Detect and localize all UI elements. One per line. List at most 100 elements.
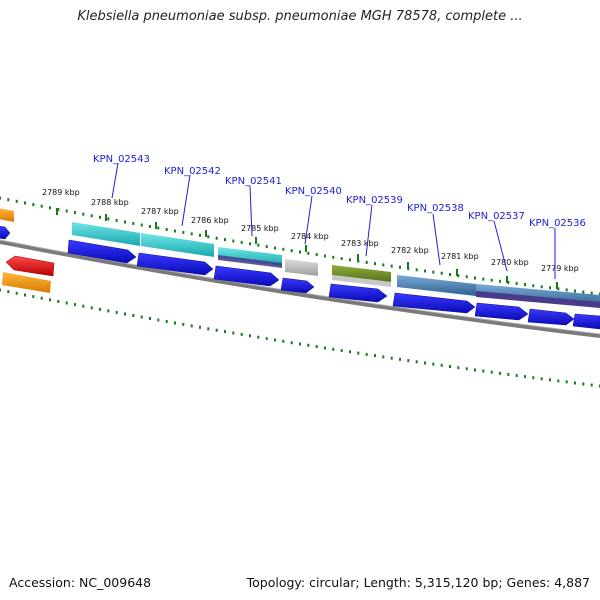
gc-dot xyxy=(65,209,68,213)
gc-dot xyxy=(582,382,585,386)
gc-dot xyxy=(557,287,560,291)
gc-dot xyxy=(590,291,593,295)
ruler-ticks xyxy=(56,208,558,289)
category-strip xyxy=(0,208,600,308)
category-block xyxy=(2,272,51,293)
gc-dot xyxy=(7,290,10,294)
gc-dot xyxy=(24,201,26,205)
gc-dot xyxy=(15,291,18,295)
gc-dot xyxy=(424,269,426,273)
gc-dot xyxy=(40,204,43,208)
gc-dot xyxy=(290,249,293,253)
gc-dot xyxy=(424,361,426,365)
cds-arrow xyxy=(0,226,11,240)
gc-dot xyxy=(490,370,493,374)
gc-dot xyxy=(565,288,568,292)
gc-dot xyxy=(515,282,518,285)
gc-dot xyxy=(157,318,160,322)
gc-dot xyxy=(215,236,218,240)
tick-label: 2785 kbp xyxy=(241,224,279,233)
gc-dot xyxy=(382,263,385,267)
tick-label: 2779 kbp xyxy=(541,264,579,273)
gc-dot xyxy=(240,240,243,244)
gc-dot xyxy=(74,211,76,215)
gc-dot xyxy=(224,330,226,334)
gc-dot xyxy=(265,245,268,249)
gc-dot xyxy=(257,243,260,247)
gc-dot xyxy=(507,280,510,284)
category-block xyxy=(72,222,140,246)
cds-arrow-reverse xyxy=(5,255,55,277)
cds-arrow xyxy=(328,283,388,303)
gc-dot xyxy=(482,277,485,281)
gc-dot xyxy=(49,206,51,210)
gene-label-kpn02539[interactable]: KPN_02539 xyxy=(346,195,403,206)
gc-dot xyxy=(324,254,326,258)
gc-dot xyxy=(149,225,151,228)
gc-dot xyxy=(324,346,326,350)
gene-label-kpn02538[interactable]: KPN_02538 xyxy=(407,203,464,214)
topology-text: Topology: circular; Length: 5,315,120 bp… xyxy=(246,575,590,590)
gc-dot xyxy=(465,275,468,279)
tick-label: 2780 kbp xyxy=(491,258,529,267)
gene-label-kpn02541[interactable]: KPN_02541 xyxy=(225,176,282,187)
category-block xyxy=(218,255,282,268)
gc-dot xyxy=(107,217,110,221)
gc-dot xyxy=(232,239,235,243)
gc-dot xyxy=(365,260,368,264)
gc-dot xyxy=(290,341,293,345)
gc-dot xyxy=(207,235,210,239)
gc-dot xyxy=(590,383,593,387)
gc-dot xyxy=(140,223,143,227)
gc-dot xyxy=(382,355,385,359)
gc-dot xyxy=(299,250,301,254)
gc-dot xyxy=(515,374,518,377)
tick-label: 2781 kbp xyxy=(441,252,479,261)
gc-dot xyxy=(432,362,435,366)
category-block xyxy=(397,275,476,296)
gc-dot xyxy=(399,265,401,269)
gene-label-leaders xyxy=(111,162,556,279)
gc-dot xyxy=(574,381,576,385)
gc-dot xyxy=(490,278,493,282)
gc-dot xyxy=(457,366,460,370)
gc-dot xyxy=(582,290,585,294)
gene-label-kpn02540[interactable]: KPN_02540 xyxy=(285,186,342,197)
gc-dot xyxy=(190,324,193,328)
gc-dot xyxy=(357,351,360,355)
gene-label-kpn02543[interactable]: KPN_02543 xyxy=(93,154,150,165)
gc-dot xyxy=(532,284,535,288)
gc-dot xyxy=(365,352,368,356)
map-title: Klebsiella pneumoniae subsp. pneumoniae … xyxy=(77,9,523,24)
category-block xyxy=(332,265,391,282)
category-block xyxy=(141,233,214,257)
gene-label-kpn02536[interactable]: KPN_02536 xyxy=(529,218,586,229)
gc-dot xyxy=(549,286,551,290)
backbone-track xyxy=(0,240,600,338)
cds-arrow xyxy=(67,239,137,264)
gc-dot xyxy=(99,307,101,311)
tick-label: 2789 kbp xyxy=(42,188,80,197)
cds-track xyxy=(0,226,600,330)
gc-dot xyxy=(499,371,501,375)
gene-labels: KPN_02543 KPN_02542 KPN_02541 KPN_02540 … xyxy=(93,154,586,229)
gc-dots-outer xyxy=(0,196,600,296)
tick-label: 2783 kbp xyxy=(341,239,379,248)
gc-dot xyxy=(140,315,143,319)
gc-dot xyxy=(532,376,535,380)
gc-dot xyxy=(357,259,360,263)
gc-dot xyxy=(165,320,168,323)
gc-dot xyxy=(240,332,243,336)
cds-arrow xyxy=(572,313,600,330)
gc-dot xyxy=(332,255,335,259)
gc-dot xyxy=(257,335,260,339)
cds-arrow xyxy=(136,252,214,276)
gc-dot xyxy=(124,220,126,224)
gc-dot xyxy=(40,296,43,300)
gc-dot xyxy=(90,214,93,218)
gene-label-kpn02542[interactable]: KPN_02542 xyxy=(164,166,221,177)
gc-dot xyxy=(99,215,101,219)
gc-dot xyxy=(457,274,460,278)
gene-label-kpn02537[interactable]: KPN_02537 xyxy=(468,211,525,222)
